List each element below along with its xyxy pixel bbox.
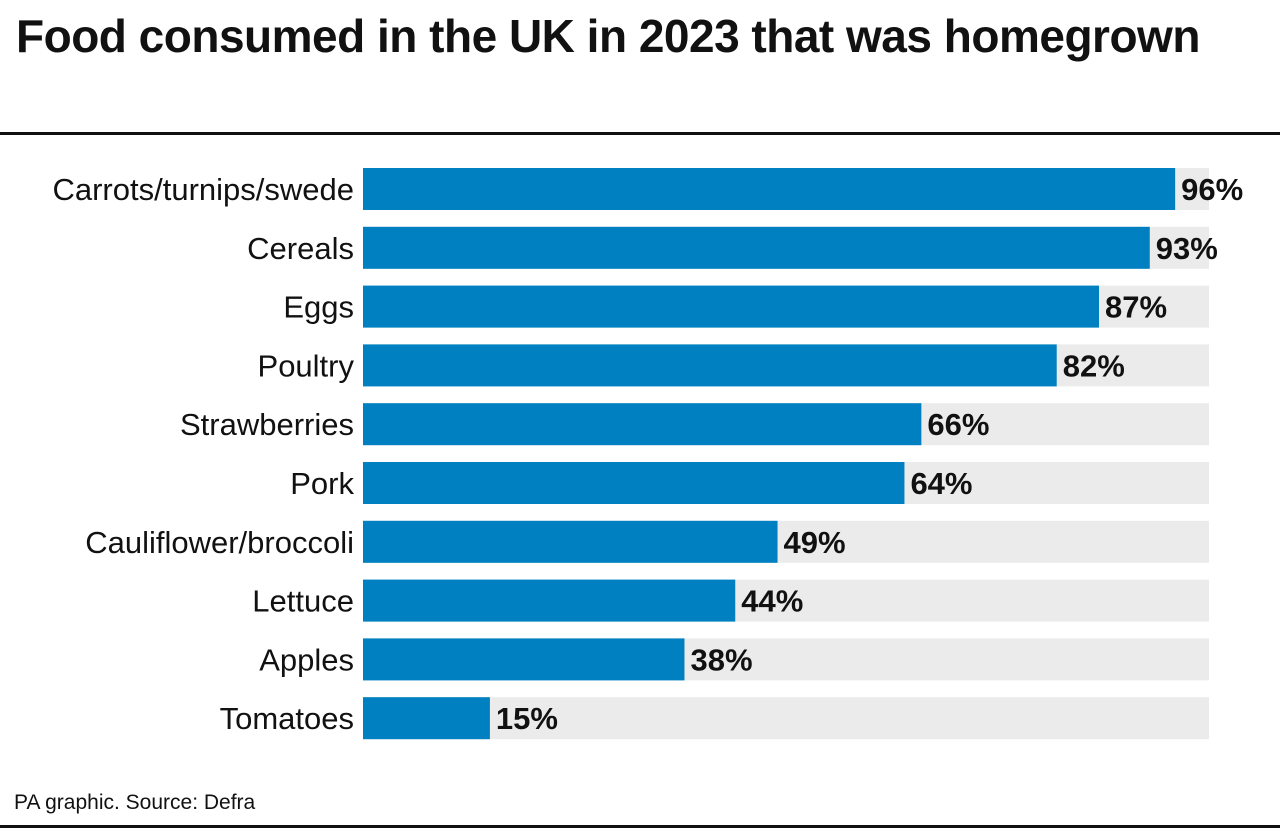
category-label: Poultry (258, 348, 355, 383)
bar (363, 520, 778, 563)
bar (363, 344, 1057, 387)
title-divider (0, 132, 1280, 135)
category-label: Eggs (283, 290, 354, 325)
category-label: Carrots/turnips/swede (52, 172, 354, 207)
source-note: PA graphic. Source: Defra (14, 791, 256, 814)
value-label: 15% (496, 701, 558, 736)
value-label: 96% (1181, 172, 1243, 207)
value-label: 49% (784, 525, 846, 560)
value-label: 44% (741, 584, 803, 619)
category-label: Pork (290, 466, 354, 501)
category-label: Tomatoes (220, 701, 354, 736)
bar (363, 226, 1150, 269)
bar-track (363, 697, 1209, 740)
bar (363, 403, 922, 446)
bar (363, 697, 490, 740)
category-label: Cereals (247, 231, 354, 266)
value-label: 82% (1063, 348, 1125, 383)
bar (363, 462, 905, 504)
category-label: Lettuce (252, 584, 354, 619)
bar (363, 285, 1100, 328)
value-label: 93% (1156, 231, 1218, 266)
value-label: 38% (690, 642, 752, 677)
value-label: 64% (910, 466, 972, 501)
bar (363, 168, 1176, 210)
bottom-divider (0, 825, 1280, 828)
category-label: Cauliflower/broccoli (85, 525, 354, 560)
bar (363, 638, 685, 681)
chart-title: Food consumed in the UK in 2023 that was… (16, 10, 1200, 62)
value-label: 66% (927, 407, 989, 442)
category-label: Apples (259, 642, 354, 677)
bar (363, 579, 736, 622)
value-label: 87% (1105, 290, 1167, 325)
category-label: Strawberries (180, 407, 354, 442)
